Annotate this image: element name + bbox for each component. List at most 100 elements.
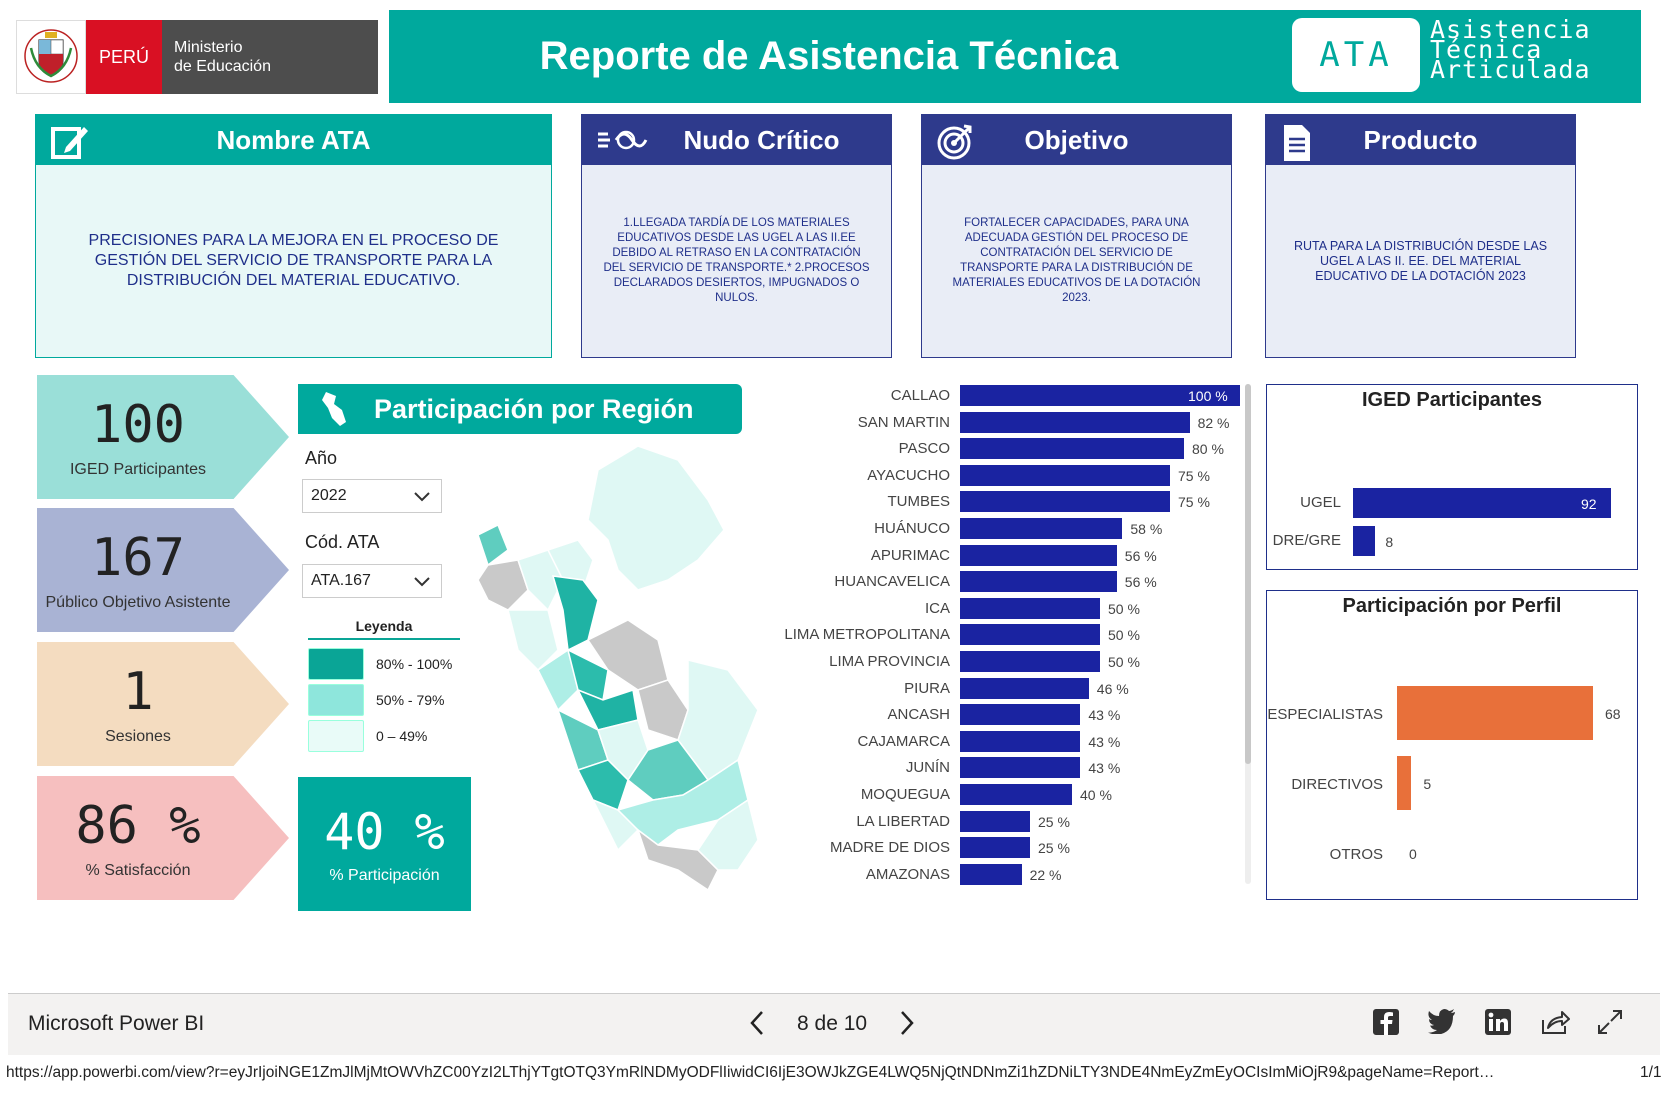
kpi-sesiones-label: Sesiones bbox=[105, 728, 171, 745]
region-bar[interactable] bbox=[960, 730, 1081, 752]
card-nudo-text: 1.LLEGADA TARDÍA DE LOS MATERIALES EDUCA… bbox=[603, 217, 870, 304]
ministry-line-2: de Educación bbox=[174, 58, 271, 75]
linkedin-icon bbox=[1485, 1009, 1511, 1035]
participation-label: % Participación bbox=[329, 867, 440, 884]
card-nudo-critico: Nudo Crítico 1.LLEGADA TARDÍA DE LOS MAT… bbox=[581, 114, 892, 358]
ata-word-2: Técnica bbox=[1430, 35, 1543, 64]
card-producto-body: RUTA PARA LA DISTRIBUCIÓN DESDE LAS UGEL… bbox=[1266, 165, 1575, 357]
iged-panel: IGED Participantes UGEL 92 DRE/GRE 8 bbox=[1266, 384, 1638, 570]
card-nudo-header: Nudo Crítico bbox=[582, 115, 891, 165]
kpi-satisfaccion-value: 86 % bbox=[75, 796, 201, 856]
next-page-button[interactable] bbox=[896, 1008, 916, 1042]
region-bar[interactable] bbox=[960, 464, 1170, 486]
chart-scrollbar[interactable] bbox=[1245, 384, 1251, 884]
region-bar[interactable] bbox=[960, 491, 1170, 513]
fullscreen-button[interactable] bbox=[1596, 1008, 1624, 1040]
peru-map[interactable] bbox=[468, 440, 778, 896]
region-bar[interactable] bbox=[960, 438, 1184, 460]
chevron-down-icon bbox=[414, 577, 430, 587]
iged-value-label: 8 bbox=[1385, 534, 1394, 550]
bar-category-label: LA LIBERTAD bbox=[856, 812, 950, 830]
year-dropdown[interactable]: 2022 bbox=[302, 479, 442, 513]
year-value: 2022 bbox=[311, 487, 347, 504]
region-bar[interactable] bbox=[960, 411, 1190, 433]
bar-value-label: 43 % bbox=[1088, 707, 1121, 724]
region-bar[interactable] bbox=[960, 518, 1123, 539]
legend-label-mid: 50% - 79% bbox=[376, 692, 445, 708]
region-bar[interactable] bbox=[960, 704, 1081, 726]
iged-bar[interactable] bbox=[1353, 488, 1611, 518]
ata-full-name: Asistencia Técnica Articulada bbox=[1430, 17, 1591, 84]
map-region bbox=[636, 827, 719, 892]
region-bar[interactable] bbox=[960, 810, 1030, 832]
code-label: Cód. ATA bbox=[305, 532, 380, 552]
legend-swatch-low bbox=[308, 720, 364, 752]
fullscreen-icon bbox=[1598, 1010, 1622, 1034]
region-bar[interactable] bbox=[960, 837, 1030, 859]
perfil-bar[interactable] bbox=[1397, 756, 1412, 810]
bar-category-label: HUANCAVELICA bbox=[834, 573, 950, 591]
participation-box: 40 % % Participación bbox=[298, 777, 471, 911]
scrollbar-thumb[interactable] bbox=[1245, 384, 1251, 764]
iged-bar[interactable] bbox=[1353, 526, 1376, 556]
perfil-category-label: DIRECTIVOS bbox=[1291, 776, 1383, 793]
bar-value-label: 46 % bbox=[1096, 680, 1129, 697]
region-bar[interactable] bbox=[960, 385, 1240, 406]
kpi-iged-value: 100 bbox=[91, 395, 185, 455]
ata-word-3: Articulada bbox=[1430, 55, 1591, 84]
perfil-category-label: ESPECIALISTAS bbox=[1267, 706, 1383, 723]
bar-value-label: 25 % bbox=[1038, 840, 1070, 857]
bar-category-label: LIMA PROVINCIA bbox=[829, 653, 950, 670]
region-bar[interactable] bbox=[960, 597, 1100, 619]
bar-category-label: CALLAO bbox=[890, 387, 950, 404]
bar-category-label: APURIMAC bbox=[870, 546, 950, 564]
code-dropdown[interactable]: ATA.167 bbox=[302, 564, 442, 598]
legend-label-high: 80% - 100% bbox=[376, 656, 453, 672]
region-bar[interactable] bbox=[960, 571, 1117, 593]
share-icon bbox=[1542, 1011, 1570, 1034]
bar-category-label: ANCASH bbox=[887, 706, 950, 724]
legend-swatch-mid bbox=[308, 684, 364, 716]
map-region bbox=[697, 798, 759, 871]
twitter-button[interactable] bbox=[1427, 1008, 1457, 1038]
bar-value-label: 58 % bbox=[1130, 521, 1163, 537]
peru-label: PERÚ bbox=[86, 20, 162, 94]
card-nombre-text: PRECISIONES PARA LA MEJORA EN EL PROCESO… bbox=[88, 232, 499, 289]
peru-map-icon bbox=[322, 392, 346, 426]
map-region bbox=[507, 609, 559, 672]
region-bar[interactable] bbox=[960, 544, 1117, 566]
prev-page-button[interactable] bbox=[748, 1008, 768, 1042]
twitter-icon bbox=[1428, 1009, 1455, 1035]
region-bar[interactable] bbox=[960, 863, 1022, 885]
region-bar[interactable] bbox=[960, 784, 1072, 805]
region-bar[interactable] bbox=[960, 757, 1081, 779]
region-bar[interactable] bbox=[960, 624, 1100, 646]
bar-category-label: JUNÍN bbox=[905, 759, 950, 777]
iged-category-label: DRE/GRE bbox=[1272, 532, 1341, 549]
edit-icon bbox=[51, 127, 88, 159]
bar-value-label: 43 % bbox=[1088, 760, 1121, 777]
bar-value-label: 56 % bbox=[1124, 547, 1157, 564]
code-value: ATA.167 bbox=[311, 572, 371, 589]
legend-swatch-high bbox=[308, 648, 364, 680]
card-nombre-body: PRECISIONES PARA LA MEJORA EN EL PROCESO… bbox=[36, 165, 551, 357]
knot-icon bbox=[598, 130, 648, 150]
perfil-bar[interactable] bbox=[1397, 686, 1593, 740]
peru-coat-of-arms-icon bbox=[16, 20, 86, 94]
facebook-button[interactable] bbox=[1372, 1008, 1400, 1040]
bar-value-label: 25 % bbox=[1038, 813, 1070, 830]
region-bar[interactable] bbox=[960, 651, 1100, 672]
powerbi-brand[interactable]: Microsoft Power BI bbox=[28, 1012, 205, 1035]
bar-value-label: 50 % bbox=[1108, 627, 1140, 644]
year-label: Año bbox=[305, 448, 338, 468]
ministry-logo: PERÚ Ministerio de Educación bbox=[16, 20, 378, 94]
card-nudo-body: 1.LLEGADA TARDÍA DE LOS MATERIALES EDUCA… bbox=[582, 165, 891, 357]
region-bar[interactable] bbox=[960, 677, 1089, 699]
share-button[interactable] bbox=[1540, 1008, 1570, 1040]
card-producto-title: Producto bbox=[1363, 124, 1478, 155]
linkedin-button[interactable] bbox=[1484, 1008, 1512, 1040]
perfil-category-label: OTROS bbox=[1329, 846, 1383, 863]
bar-category-label: HUÁNUCO bbox=[874, 520, 950, 537]
legend-title: Leyenda bbox=[308, 618, 460, 640]
kpi-publico: 167 Público Objetivo Asistente bbox=[37, 508, 289, 632]
